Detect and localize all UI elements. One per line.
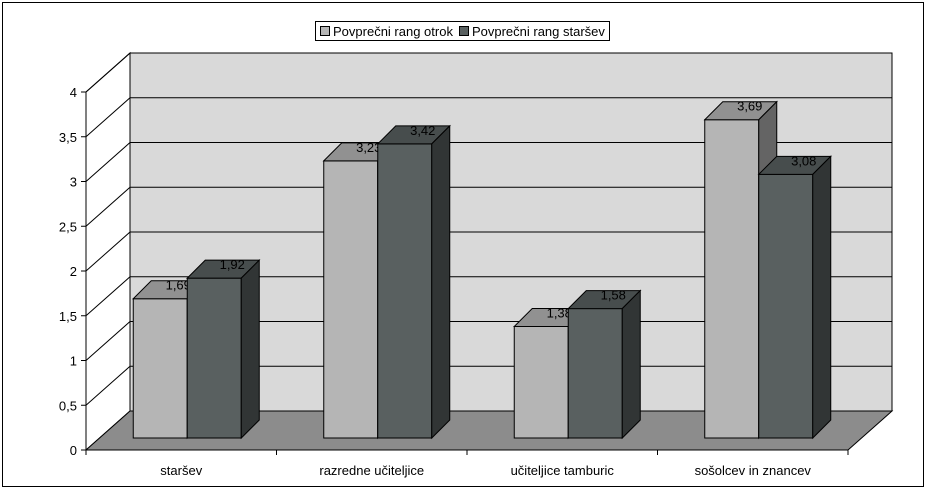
gridline <box>85 97 892 138</box>
x-tick-label: sošolcev in znancev <box>695 463 812 478</box>
y-tick-label: 2,5 <box>59 219 77 234</box>
y-tick-label: 3,5 <box>59 130 77 145</box>
legend-item-starsev: Povprečni rang staršev <box>458 23 605 39</box>
bar <box>513 325 569 439</box>
y-tick-label: 3 <box>70 175 77 190</box>
y-tick-label: 1 <box>70 354 77 369</box>
data-label: 3,42 <box>410 123 435 138</box>
y-tick-label: 1,5 <box>59 309 77 324</box>
bar <box>323 160 379 439</box>
x-tick-label: učiteljice tamburic <box>511 463 615 478</box>
bar-side <box>812 155 832 440</box>
data-label: 3,23 <box>356 140 381 155</box>
x-tick-label: staršev <box>160 463 202 478</box>
data-label: 1,69 <box>166 278 191 293</box>
bar <box>567 308 623 439</box>
legend: Povprečni rang otrok Povprečni rang star… <box>315 21 610 41</box>
bar <box>704 119 760 439</box>
legend-label-starsev: Povprečni rang staršev <box>471 23 605 39</box>
bar <box>186 277 242 439</box>
gridline <box>85 231 892 272</box>
data-label: 3,08 <box>791 153 816 168</box>
gridline <box>85 52 892 93</box>
legend-swatch-otrok <box>320 26 330 36</box>
bar <box>132 298 188 439</box>
bar-side <box>431 124 451 440</box>
y-tick-label: 0 <box>70 443 77 458</box>
legend-label-otrok: Povprečni rang otrok <box>333 23 453 39</box>
bar-side <box>621 289 641 440</box>
gridline <box>85 142 892 182</box>
data-label: 1,58 <box>601 288 626 303</box>
y-tick-label: 4 <box>70 85 77 100</box>
gridline <box>85 186 892 227</box>
bar <box>377 143 433 439</box>
x-tick-label: razredne učiteljice <box>319 463 424 478</box>
bar-side <box>240 258 260 440</box>
bar <box>758 173 814 439</box>
data-label: 1,38 <box>547 305 572 320</box>
y-tick-label: 2 <box>70 264 77 279</box>
data-label: 3,69 <box>737 99 762 114</box>
legend-item-otrok: Povprečni rang otrok <box>320 24 453 39</box>
gridline <box>85 276 892 317</box>
data-label: 1,92 <box>220 257 245 272</box>
y-tick-label: 0,5 <box>59 398 77 413</box>
legend-swatch-starsev <box>458 26 469 36</box>
